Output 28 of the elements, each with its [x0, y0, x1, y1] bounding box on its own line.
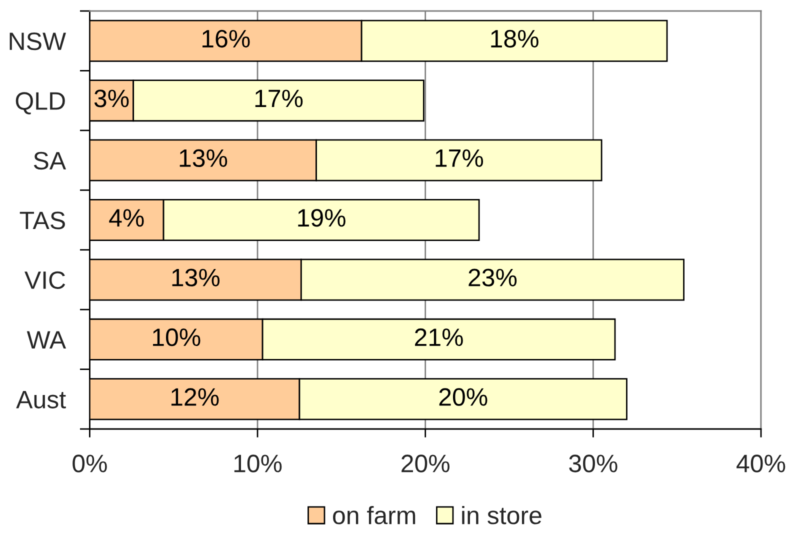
y-tick-label: VIC: [24, 271, 66, 290]
data-label: 17%: [436, 149, 484, 167]
y-tick-label: SA: [34, 152, 66, 170]
data-label: 10%: [153, 328, 200, 346]
x-tick-label: 20%: [402, 454, 450, 472]
y-tick-label: NSW: [10, 32, 66, 50]
data-label: 4%: [109, 209, 144, 227]
x-tick-label: 40%: [736, 454, 786, 472]
y-tick-label: QLD: [16, 92, 65, 114]
data-label: 16%: [202, 30, 250, 48]
data-label: 17%: [255, 90, 303, 108]
data-label: 13%: [180, 149, 228, 167]
x-tick-label: 10%: [234, 454, 282, 472]
y-tick-label: WA: [26, 331, 66, 348]
data-label: 19%: [298, 209, 346, 227]
legend-label: in store: [462, 506, 542, 524]
y-tick-label: TAS: [20, 212, 65, 230]
x-tick-label: 30%: [569, 454, 618, 472]
y-tick-label: Aust: [16, 391, 66, 408]
data-label: 21%: [415, 328, 463, 346]
data-label: 13%: [172, 268, 220, 286]
x-tick-label: 0%: [72, 454, 107, 472]
data-label: 12%: [171, 388, 219, 406]
data-label: 18%: [491, 30, 538, 48]
data-label: 20%: [439, 388, 488, 406]
data-label: 23%: [468, 268, 517, 286]
data-label: 3%: [94, 90, 129, 108]
legend-label: on farm: [333, 506, 416, 524]
